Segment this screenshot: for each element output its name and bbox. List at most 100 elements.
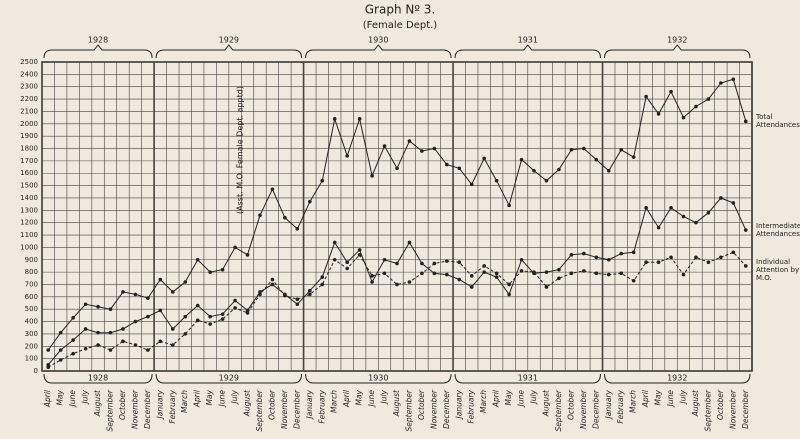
point: [146, 348, 150, 352]
point: [457, 260, 462, 265]
x-tick-label: September: [106, 389, 115, 431]
x-tick-label: January: [155, 389, 164, 420]
point: [582, 146, 586, 151]
point: [606, 272, 611, 277]
year-brace: [43, 373, 153, 384]
x-tick-label: November: [280, 389, 289, 429]
point: [332, 240, 337, 245]
point: [532, 168, 536, 173]
point: [432, 261, 437, 266]
point: [96, 304, 100, 309]
point: [220, 312, 225, 316]
point: [694, 104, 698, 109]
year-label: 1928: [88, 374, 108, 383]
point: [121, 290, 125, 294]
point: [208, 322, 212, 326]
point: [370, 274, 374, 278]
point: [370, 280, 374, 284]
x-tick-label: October: [267, 389, 276, 420]
point: [469, 274, 474, 278]
point: [220, 267, 225, 272]
point: [445, 272, 449, 277]
series-line: [47, 197, 747, 366]
point: [357, 248, 362, 252]
x-tick-label: July: [230, 389, 239, 405]
point: [544, 178, 549, 183]
x-tick-label: November: [429, 389, 438, 429]
series-label: Intermediate Attendances: [756, 222, 800, 239]
y-tick-label: 2200: [20, 95, 38, 103]
y-tick-label: 1000: [20, 243, 38, 251]
point: [631, 250, 636, 255]
y-tick-label: 800: [25, 268, 38, 276]
x-tick-label: July: [81, 389, 90, 405]
point: [146, 314, 150, 319]
point: [656, 260, 661, 265]
y-tick-label: 1200: [20, 219, 38, 227]
year-brace: [454, 44, 602, 59]
point: [83, 346, 88, 351]
point: [681, 115, 686, 120]
point: [407, 139, 412, 143]
point: [121, 339, 125, 344]
point: [669, 206, 673, 210]
x-tick-label: November: [579, 389, 588, 429]
point: [519, 269, 524, 273]
y-tick-label: 100: [25, 355, 38, 363]
series-label: Total Attendances: [756, 113, 800, 130]
x-tick-label: March: [180, 390, 189, 413]
point: [507, 203, 511, 208]
y-tick-label: 1600: [20, 169, 38, 177]
y-tick-label: 1900: [20, 132, 38, 140]
x-tick-label: March: [330, 390, 339, 413]
point: [370, 173, 374, 178]
x-tick-label: June: [68, 390, 77, 409]
point: [594, 271, 599, 276]
point: [96, 330, 100, 335]
chart-title: Graph Nº 3.: [365, 3, 436, 17]
x-tick-label: August: [392, 389, 401, 417]
year-label: 1931: [518, 36, 538, 45]
year-brace: [604, 44, 751, 59]
point: [694, 255, 698, 260]
point: [706, 260, 711, 265]
point: [295, 302, 300, 307]
x-tick-label: May: [205, 389, 214, 405]
point: [482, 264, 486, 268]
point: [58, 358, 63, 362]
point: [283, 293, 287, 298]
point: [133, 292, 138, 297]
point: [395, 282, 399, 287]
x-tick-label: May: [654, 389, 663, 405]
point: [457, 277, 462, 282]
y-tick-label: 2100: [20, 107, 38, 115]
x-tick-label: April: [492, 389, 501, 408]
y-tick-label: 2400: [20, 70, 38, 78]
point: [395, 166, 399, 171]
point: [345, 260, 349, 265]
point: [258, 292, 262, 297]
x-tick-label: February: [317, 389, 326, 423]
point: [507, 292, 511, 297]
point: [457, 166, 462, 171]
point: [258, 290, 262, 294]
point: [270, 277, 275, 282]
y-tick-label: 1700: [20, 157, 38, 165]
x-tick-label: September: [255, 389, 264, 431]
point: [544, 285, 549, 289]
point: [320, 282, 325, 287]
point: [245, 253, 250, 257]
point: [58, 348, 63, 352]
point: [743, 264, 748, 268]
point: [158, 277, 163, 282]
point: [569, 147, 574, 152]
year-label: 1929: [219, 374, 239, 383]
point: [669, 89, 673, 94]
point: [133, 319, 138, 324]
point: [208, 270, 212, 274]
point: [644, 206, 648, 210]
y-tick-label: 1300: [20, 206, 38, 214]
x-tick-label: October: [417, 389, 426, 420]
point: [295, 297, 300, 302]
